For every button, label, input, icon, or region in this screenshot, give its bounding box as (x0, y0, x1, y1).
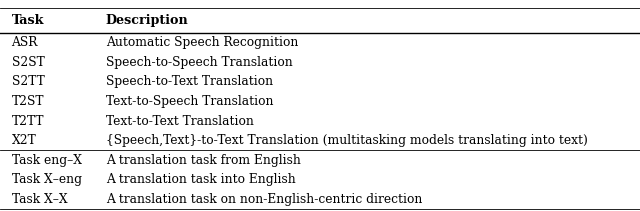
Text: Text-to-Text Translation: Text-to-Text Translation (106, 115, 253, 127)
Text: S2ST: S2ST (12, 56, 44, 69)
Text: Text-to-Speech Translation: Text-to-Speech Translation (106, 95, 273, 108)
Text: {Speech,Text}-to-Text Translation (multitasking models translating into text): {Speech,Text}-to-Text Translation (multi… (106, 134, 588, 147)
Text: Task: Task (12, 14, 44, 27)
Text: Task X–X: Task X–X (12, 193, 67, 206)
Text: Task eng–X: Task eng–X (12, 154, 81, 167)
Text: Speech-to-Text Translation: Speech-to-Text Translation (106, 75, 273, 88)
Text: T2ST: T2ST (12, 95, 44, 108)
Text: Task X–eng: Task X–eng (12, 173, 81, 186)
Text: A translation task into English: A translation task into English (106, 173, 295, 186)
Text: X2T: X2T (12, 134, 36, 147)
Text: A translation task on non-English-centric direction: A translation task on non-English-centri… (106, 193, 422, 206)
Text: A translation task from English: A translation task from English (106, 154, 300, 167)
Text: ASR: ASR (12, 36, 38, 49)
Text: Speech-to-Speech Translation: Speech-to-Speech Translation (106, 56, 292, 69)
Text: T2TT: T2TT (12, 115, 44, 127)
Text: Description: Description (106, 14, 188, 27)
Text: Automatic Speech Recognition: Automatic Speech Recognition (106, 36, 298, 49)
Text: S2TT: S2TT (12, 75, 44, 88)
